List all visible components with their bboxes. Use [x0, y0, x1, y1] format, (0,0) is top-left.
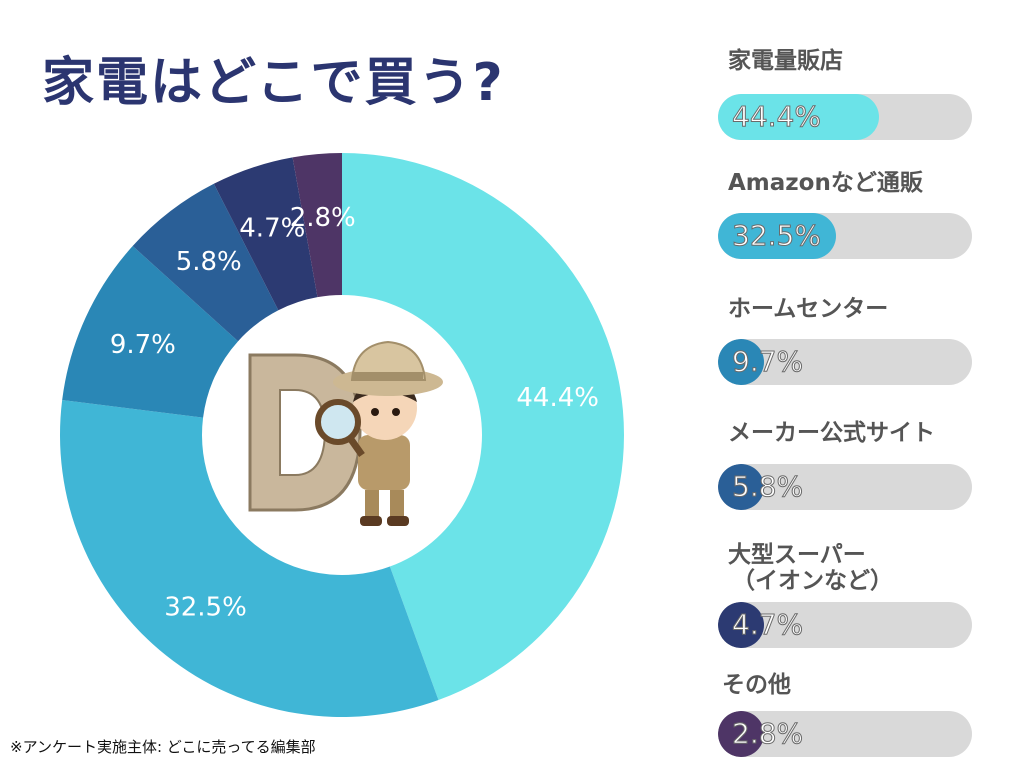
slice-label-3: 5.8%	[176, 247, 242, 277]
slice-label-1: 32.5%	[164, 592, 247, 622]
donut-chart: 44.4% 32.5% 9.7% 5.8% 4.7%2.8%	[59, 153, 625, 718]
pie-slice-3	[132, 183, 279, 342]
bar-track-5: 2.8%	[718, 711, 972, 757]
bar-track-2: 9.7%	[718, 339, 972, 385]
pie-slice-1	[59, 400, 439, 718]
slice-label-0: 44.4%	[516, 383, 599, 413]
slice-label-5: 2.8%	[290, 203, 356, 233]
bar-value-1: 32.5%	[732, 219, 822, 253]
bar-fill-1	[718, 213, 836, 259]
legend-label-0: 家電量販店	[728, 48, 843, 74]
slice-label-4: 4.7%	[239, 213, 305, 243]
bar-value-3: 5.8%	[731, 470, 804, 504]
legend-label-5: その他	[722, 672, 791, 698]
bar-value-2: 9.7%	[731, 345, 804, 379]
bar-fill-5	[718, 711, 764, 757]
page-title: 家電はどこで買う?	[42, 53, 505, 113]
pie-slice-2	[62, 246, 239, 418]
bar-value-5: 2.8%	[731, 717, 804, 751]
bar-fill-4	[718, 602, 764, 648]
bar-track-3: 5.8%	[718, 464, 972, 510]
bar-fill-3	[718, 464, 764, 510]
pie-slice-5	[292, 153, 342, 298]
explorer-mascot-icon	[248, 340, 443, 526]
legend-label-4: 大型スーパー （イオンなど）	[728, 542, 893, 594]
legend-label-2: ホームセンター	[728, 296, 889, 322]
slice-label-2: 9.7%	[110, 330, 176, 360]
bar-track-1: 32.5%	[718, 213, 972, 259]
bar-track-4: 4.7%	[718, 602, 972, 648]
legend-label-3: メーカー公式サイト	[728, 420, 935, 446]
pie-slice-4	[213, 157, 318, 311]
bar-fill-2	[718, 339, 764, 385]
bar-track-0: 44.4%	[718, 94, 972, 140]
pie-slice-0	[342, 153, 625, 700]
legend-label-1: Amazonなど通販	[728, 170, 923, 196]
bar-value-0: 44.4%	[732, 100, 822, 134]
bar-fill-0	[718, 94, 879, 140]
footnote: ※アンケート実施主体: どこに売ってる編集部	[10, 738, 316, 756]
bar-value-4: 4.7%	[731, 608, 804, 642]
